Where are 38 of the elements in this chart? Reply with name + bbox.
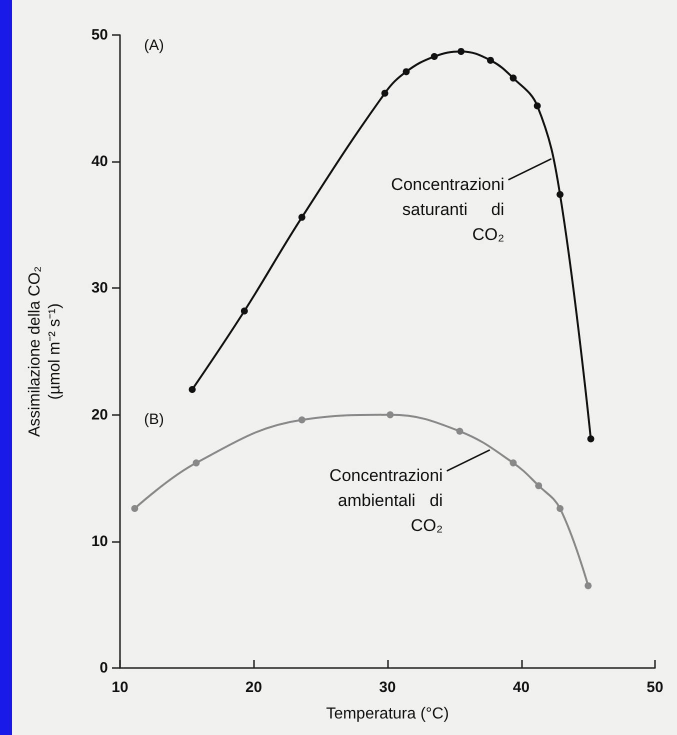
- point: [298, 416, 306, 424]
- point: [486, 56, 494, 64]
- point: [534, 102, 541, 110]
- point: [131, 504, 138, 512]
- point: [188, 386, 196, 393]
- annotation: Concentrazioni saturanti di CO₂: [390, 174, 504, 244]
- point: [535, 482, 542, 490]
- x-tick-label: 50: [646, 679, 664, 696]
- x-tick-label: 40: [512, 679, 530, 696]
- x-tick-label: 20: [245, 679, 262, 696]
- annotation: (A): [144, 37, 164, 54]
- y-tick-label: 10: [91, 532, 108, 550]
- x-tick-label: 10: [112, 679, 128, 696]
- point: [458, 48, 465, 55]
- point: [298, 214, 306, 221]
- point: [556, 504, 564, 512]
- y-tick-label: 40: [91, 153, 108, 170]
- point: [510, 74, 517, 82]
- y-axis-title: Assimilazione della CO₂ (µmol m⁻² s⁻¹): [26, 266, 64, 437]
- y-tick-label: 0: [100, 660, 108, 676]
- point: [240, 307, 248, 314]
- point: [381, 90, 388, 97]
- point: [510, 459, 517, 466]
- point: [456, 428, 464, 435]
- point: [386, 411, 394, 418]
- y-tick-label: 30: [91, 280, 108, 297]
- x-axis-title: Temperatura (°C): [326, 706, 449, 722]
- point: [192, 459, 200, 466]
- point: [556, 191, 564, 198]
- y-tick-label: 50: [91, 26, 108, 44]
- annotation: (B): [144, 411, 164, 428]
- point: [587, 435, 594, 442]
- annotation: Concentrazioni ambientali di CO₂: [329, 466, 443, 535]
- y-tick-label: 20: [91, 406, 108, 424]
- x-tick-label: 30: [379, 679, 396, 696]
- point: [430, 53, 438, 60]
- point: [584, 582, 592, 590]
- point: [402, 68, 410, 76]
